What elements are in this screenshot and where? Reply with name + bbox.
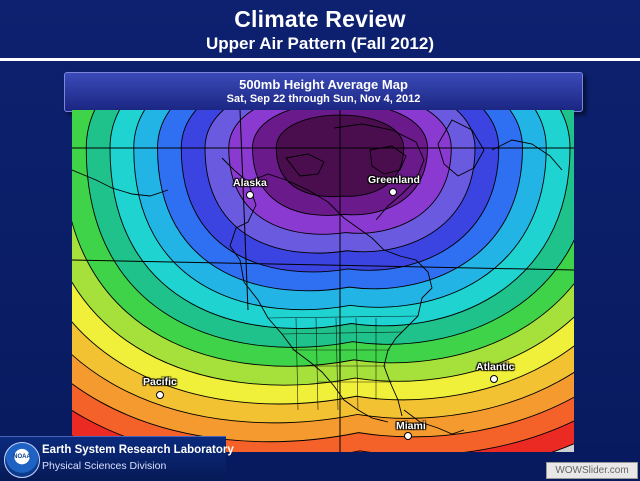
esrl-logo-bar: NOAA Earth System Research Laboratory Ph… [0,436,234,481]
division-name: Physical Sciences Division [42,460,167,472]
height-contour-bands [72,110,574,452]
coastlines [72,119,563,435]
marker-alaska [246,191,254,199]
marker-miami [404,432,412,440]
contour-map-svg [72,110,574,452]
title-divider [0,58,640,61]
map-header: 500mb Height Average Map Sat, Sep 22 thr… [64,72,583,112]
marker-atlantic [490,375,498,383]
state-borders [267,315,419,411]
map-header-date-range: Sat, Sep 22 through Sun, Nov 4, 2012 [226,93,421,105]
label-atlantic: Atlantic [476,361,515,373]
noaa-emblem-icon: NOAA [4,442,40,478]
slide-title: Climate Review [234,6,406,32]
label-pacific: Pacific [143,376,177,388]
lab-name: Earth System Research Laboratory [42,444,234,456]
label-greenland: Greenland [368,174,420,186]
slide-subtitle: Upper Air Pattern (Fall 2012) [206,34,434,53]
marker-greenland [389,188,397,196]
height-map: Alaska Greenland Pacific Atlantic Miami [72,110,574,452]
map-header-title: 500mb Height Average Map [239,77,408,92]
label-alaska: Alaska [233,177,267,189]
noaa-emblem-text: NOAA [13,454,31,460]
latlon-grid [72,110,574,452]
label-miami: Miami [396,420,426,432]
watermark: WOWSlider.com [546,462,638,479]
marker-pacific [156,391,164,399]
